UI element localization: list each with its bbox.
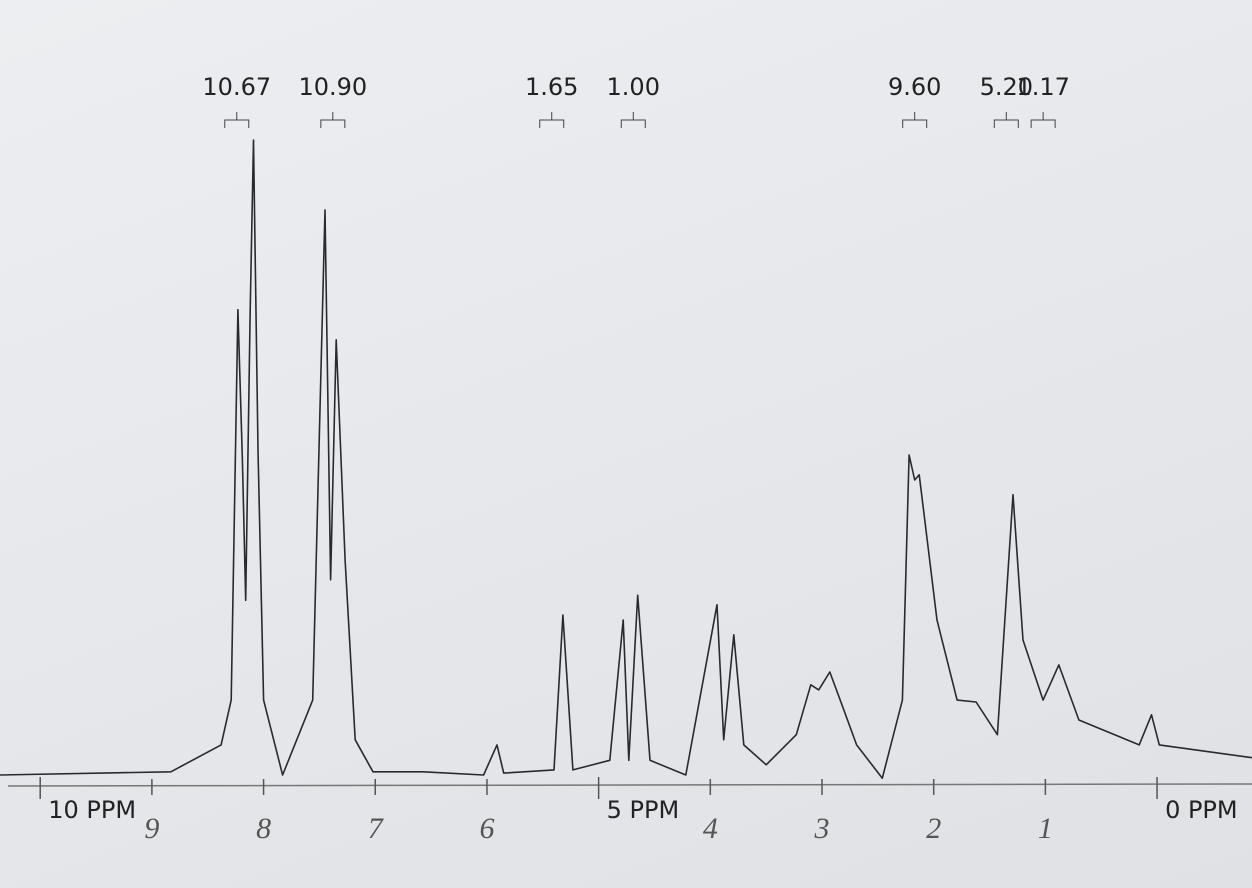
handwritten-label: 7 [368,812,385,845]
integral-bracket [1030,112,1056,128]
handwritten-label: 1 [1038,812,1053,845]
integral-bracket [620,112,646,128]
handwritten-label: 2 [926,812,941,845]
integral-bracket [320,112,346,128]
integral-label: 9.60 [888,73,941,101]
handwritten-label: 6 [479,812,494,845]
handwritten-label: 4 [703,812,718,845]
handwritten-label: 9 [144,812,159,845]
integral-bracket [224,112,250,128]
integral-label: 5.20 [980,73,1033,101]
handwritten-label: 3 [814,812,830,845]
x-tick-label: 5 PPM [607,796,680,824]
spectrum-line [0,139,1252,779]
integral-bracket [993,112,1019,128]
integral-label: 10.90 [298,73,367,101]
integral-bracket [539,112,565,128]
integral-label: 1.17 [1016,73,1069,101]
integral-label: 1.65 [525,73,578,101]
x-tick-label: 0 PPM [1165,796,1238,824]
x-axis [7,783,1252,787]
x-tick-label: 10 PPM [48,796,136,824]
integral-label: 10.67 [202,73,271,101]
integral-label: 1.00 [607,73,660,101]
integral-bracket [902,112,928,128]
handwritten-label: 8 [256,812,271,845]
